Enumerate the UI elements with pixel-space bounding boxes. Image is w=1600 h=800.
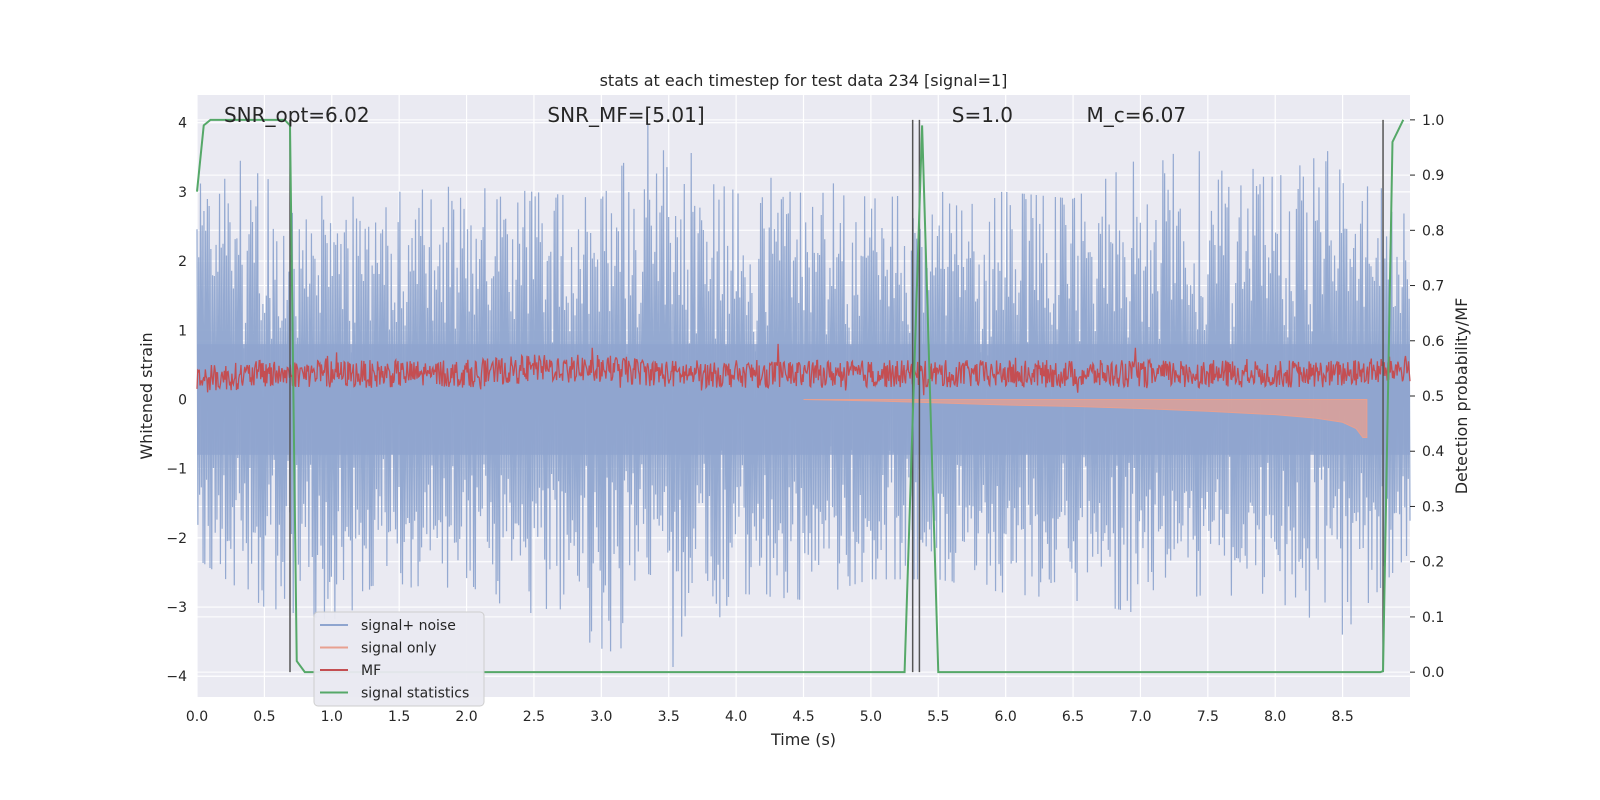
y2-tick-label: 0.7: [1422, 279, 1444, 295]
legend-label: signal+ noise: [361, 618, 456, 634]
series-mf: [196, 343, 1411, 396]
annotation-snr-opt: SNR_opt=6.02: [224, 103, 370, 127]
annotations: SNR_opt=6.02 SNR_MF=[5.01] S=1.0 M_c=6.07: [224, 103, 1186, 127]
y-tick-label: 0: [178, 392, 187, 408]
y-tick-label: 2: [178, 254, 187, 270]
y2-tick-label: 0.9: [1422, 168, 1444, 184]
y2-tick-label: 0.2: [1422, 555, 1444, 571]
signal-statistics-line: [196, 118, 1405, 674]
y-tick-label: −1: [166, 462, 187, 478]
legend-label: signal statistics: [361, 686, 469, 702]
x-tick-label: 3.5: [658, 709, 680, 725]
x-tick-label: 0.5: [253, 709, 275, 725]
x-tick-label: 6.5: [1062, 709, 1084, 725]
legend-label: MF: [361, 663, 381, 679]
x-tick-label: 8.0: [1264, 709, 1286, 725]
y2-tick-label: 0.5: [1422, 389, 1444, 405]
x-tick-label: 0.0: [186, 709, 208, 725]
legend-label: signal only: [361, 641, 436, 657]
y2-tick-label: 0.8: [1422, 223, 1444, 239]
y-tick-label: −3: [166, 600, 187, 616]
x-tick-label: 1.5: [388, 709, 410, 725]
chart-title: stats at each timestep for test data 234…: [600, 71, 1008, 90]
legend-box: [313, 611, 485, 707]
series-signal-only: [803, 398, 1368, 439]
y-tick-label: 4: [178, 116, 187, 132]
x-tick-label: 7.5: [1197, 709, 1219, 725]
y2-axis-label: Detection probability/MF: [1452, 298, 1471, 495]
y-tick-label: −2: [166, 531, 187, 547]
annotation-mc: M_c=6.07: [1087, 103, 1187, 127]
x-axis-label: Time (s): [770, 730, 836, 749]
y-axis-label: Whitened strain: [137, 332, 156, 459]
ticks: 0.0 0.5 1.0 1.5 2.0 2.5 3.0 3.5 4.0 4.5 5.0 5.5 6.0 6…: [166, 113, 1444, 725]
x-tick-label: 1.0: [321, 709, 343, 725]
x-tick-label: 4.0: [725, 709, 747, 725]
x-tick-label: 3.0: [590, 709, 612, 725]
y-tick-label: −4: [166, 669, 187, 685]
y2-tick-label: 0.4: [1422, 444, 1444, 460]
y2-tick-label: 0.3: [1422, 499, 1444, 515]
annotation-s: S=1.0: [952, 103, 1013, 127]
x-tick-label: 4.5: [792, 709, 814, 725]
x-tick-label: 7.0: [1129, 709, 1151, 725]
x-tick-label: 2.5: [523, 709, 545, 725]
y2-tick-label: 0.6: [1422, 334, 1444, 350]
y-tick-label: 1: [178, 323, 187, 339]
y2-tick-label: 1.0: [1422, 113, 1444, 129]
mf-line: [196, 343, 1411, 396]
y2-tick-label: 0.0: [1422, 665, 1444, 681]
series-signal-statistics: [196, 118, 1405, 674]
x-tick-label: 5.0: [860, 709, 882, 725]
x-tick-label: 6.0: [995, 709, 1017, 725]
y2-tick-label: 0.1: [1422, 610, 1444, 626]
x-tick-label: 5.5: [927, 709, 949, 725]
x-tick-label: 8.5: [1331, 709, 1353, 725]
legend: signal+ noise signal only MF signal statist…: [313, 611, 485, 707]
annotation-snr-mf: SNR_MF=[5.01]: [547, 103, 704, 127]
x-tick-label: 2.0: [455, 709, 477, 725]
y-tick-label: 3: [178, 185, 187, 201]
signal-only-area: [803, 398, 1368, 439]
